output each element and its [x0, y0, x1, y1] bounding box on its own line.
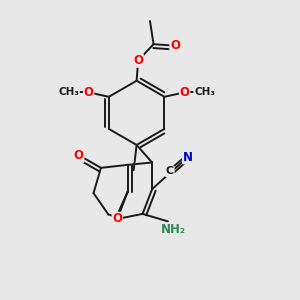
Text: O: O [112, 212, 122, 226]
Text: O: O [74, 149, 84, 162]
Text: O: O [133, 54, 143, 67]
Text: O: O [84, 86, 94, 99]
Text: CH₃: CH₃ [194, 87, 215, 97]
Text: O: O [180, 86, 190, 99]
Text: O: O [170, 39, 180, 52]
Text: NH₂: NH₂ [161, 223, 186, 236]
Text: C: C [166, 167, 174, 176]
Text: CH₃: CH₃ [58, 87, 79, 97]
Text: N: N [183, 151, 193, 164]
